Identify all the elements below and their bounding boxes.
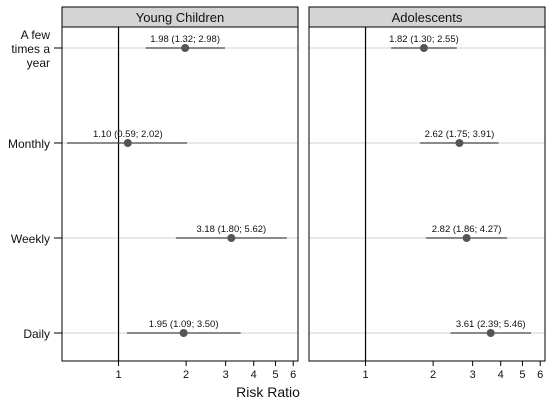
x-tick-label: 3: [223, 369, 229, 381]
panel-title: Young Children: [136, 10, 224, 25]
point-estimate: [455, 139, 464, 147]
x-tick-label: 4: [251, 369, 257, 381]
x-axis-title: Risk Ratio: [236, 384, 300, 400]
y-axis-category-labels: A few times a year Monthly Weekly Daily: [8, 28, 62, 341]
panel-frame: [308, 26, 546, 362]
point-estimate: [486, 329, 495, 337]
estimate-label: 1.10 (0.59; 2.02): [93, 129, 163, 140]
panel-title: Adolescents: [392, 10, 463, 25]
point-estimate: [419, 44, 428, 52]
x-tick-label: 5: [272, 369, 278, 381]
x-tick-label: 2: [430, 369, 436, 381]
panel-young-children: Young Children 1 2 3 4 5 6 1.98 (1.32; 2.98) 1.1…: [61, 6, 299, 381]
x-tick-label: 3: [470, 369, 476, 381]
x-tick-label: 1: [115, 369, 121, 381]
y-category-label: Monthly: [8, 137, 50, 151]
x-tick-label: 2: [183, 369, 189, 381]
point-estimate: [123, 139, 132, 147]
estimate-label: 1.82 (1.30; 2.55): [389, 34, 459, 45]
x-tick-label: 4: [498, 369, 504, 381]
panel-frame: [61, 26, 299, 362]
estimate-label: 3.61 (2.39; 5.46): [456, 319, 526, 330]
x-tick-label: 6: [537, 369, 543, 381]
estimate-label: 1.95 (1.09; 3.50): [149, 319, 219, 330]
panel-adolescents: Adolescents 1 2 3 4 5 6 1.82 (1.30; 2.55) 2.62 (…: [308, 6, 546, 381]
y-category-label: Weekly: [11, 232, 50, 246]
x-tick-label: 6: [290, 369, 296, 381]
estimate-label: 3.18 (1.80; 5.62): [196, 224, 266, 235]
estimate-label: 2.62 (1.75; 3.91): [425, 129, 495, 140]
y-category-label: Daily: [23, 327, 50, 341]
point-estimate: [227, 234, 236, 242]
estimate-label: 1.98 (1.32; 2.98): [150, 34, 220, 45]
point-estimate: [179, 329, 188, 337]
point-estimate: [462, 234, 471, 242]
x-tick-label: 5: [519, 369, 525, 381]
x-tick-label: 1: [362, 369, 368, 381]
y-category-label: A few times a year: [11, 28, 50, 70]
point-estimate: [181, 44, 190, 52]
estimate-label: 2.82 (1.86; 4.27): [432, 224, 502, 235]
